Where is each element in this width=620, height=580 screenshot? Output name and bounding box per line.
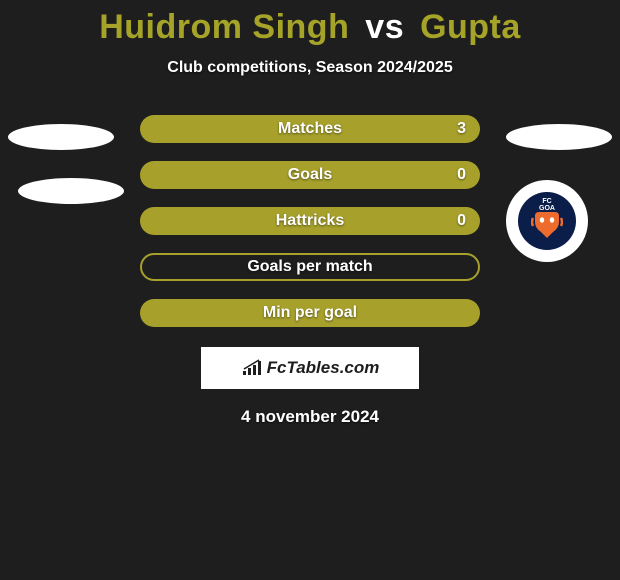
player1-avatar-placeholder (8, 124, 114, 150)
watermark-text: FcTables.com (267, 358, 380, 378)
stat-bar-goals-per-match: Goals per match (140, 253, 480, 281)
stat-bar-goals: Goals 0 (140, 161, 480, 189)
subtitle: Club competitions, Season 2024/2025 (0, 59, 620, 77)
date: 4 november 2024 (0, 407, 620, 427)
stat-label: Min per goal (263, 304, 357, 322)
player2-club-badge: FCGOA (506, 180, 588, 262)
stat-bar-hattricks: Hattricks 0 (140, 207, 480, 235)
watermark: FcTables.com (201, 347, 419, 389)
club-badge-text: FCGOA (539, 198, 555, 212)
stat-value: 3 (457, 120, 466, 138)
player1-club-placeholder (18, 178, 124, 204)
stat-label: Goals per match (247, 258, 372, 276)
stat-bar-matches: Matches 3 (140, 115, 480, 143)
stat-label: Matches (278, 120, 342, 138)
stat-value: 0 (457, 166, 466, 184)
chart-icon (241, 359, 263, 377)
club-badge-inner: FCGOA (518, 192, 576, 250)
player1-name: Huidrom Singh (99, 8, 349, 46)
player2-name: Gupta (420, 8, 521, 46)
player2-avatar-placeholder (506, 124, 612, 150)
stat-label: Goals (288, 166, 332, 184)
club-badge-icon (531, 212, 563, 238)
comparison-title: Huidrom Singh vs Gupta (0, 0, 620, 47)
stat-bar-min-per-goal: Min per goal (140, 299, 480, 327)
vs-separator: vs (365, 8, 404, 46)
stat-label: Hattricks (276, 212, 344, 230)
stat-value: 0 (457, 212, 466, 230)
